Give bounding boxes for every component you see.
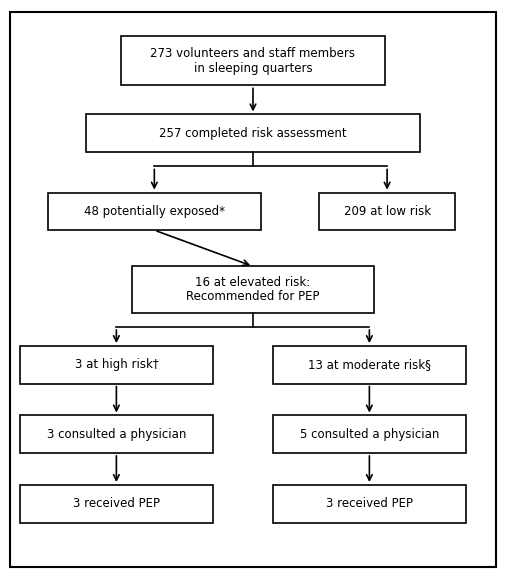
FancyBboxPatch shape xyxy=(48,192,260,230)
Text: 48 potentially exposed*: 48 potentially exposed* xyxy=(84,205,224,218)
FancyBboxPatch shape xyxy=(121,36,384,85)
Text: 13 at moderate risk§: 13 at moderate risk§ xyxy=(308,358,430,371)
FancyBboxPatch shape xyxy=(273,416,465,453)
Text: 3 consulted a physician: 3 consulted a physician xyxy=(46,428,186,441)
Text: 273 volunteers and staff members
in sleeping quarters: 273 volunteers and staff members in slee… xyxy=(150,47,355,75)
Text: 209 at low risk: 209 at low risk xyxy=(343,205,430,218)
Text: 3 received PEP: 3 received PEP xyxy=(73,497,160,510)
FancyBboxPatch shape xyxy=(273,485,465,522)
FancyBboxPatch shape xyxy=(20,416,212,453)
FancyBboxPatch shape xyxy=(273,346,465,383)
FancyBboxPatch shape xyxy=(20,346,212,383)
Text: 5 consulted a physician: 5 consulted a physician xyxy=(299,428,438,441)
FancyBboxPatch shape xyxy=(318,192,454,230)
FancyBboxPatch shape xyxy=(10,12,495,567)
FancyBboxPatch shape xyxy=(20,485,212,522)
FancyBboxPatch shape xyxy=(86,115,419,152)
Text: 3 at high risk†: 3 at high risk† xyxy=(74,358,158,371)
Text: 3 received PEP: 3 received PEP xyxy=(325,497,412,510)
Text: 257 completed risk assessment: 257 completed risk assessment xyxy=(159,127,346,140)
Text: 16 at elevated risk:
Recommended for PEP: 16 at elevated risk: Recommended for PEP xyxy=(186,276,319,303)
FancyBboxPatch shape xyxy=(131,266,374,313)
